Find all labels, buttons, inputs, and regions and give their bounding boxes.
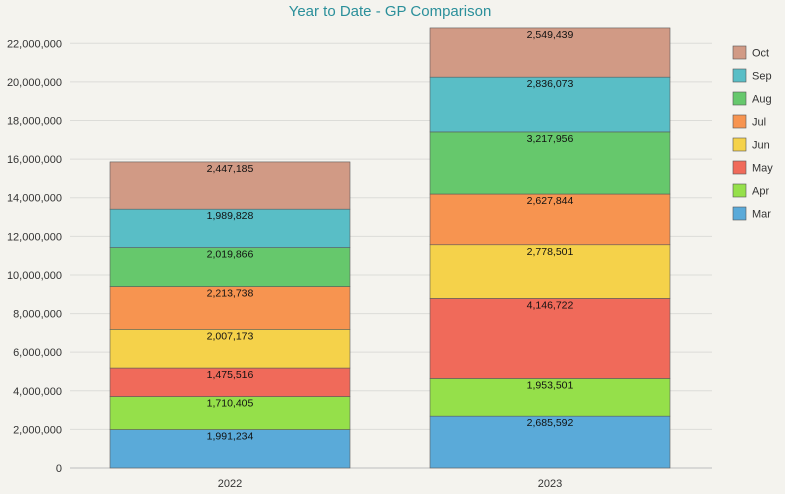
- legend-swatch: [732, 68, 747, 83]
- bar-segment-sep-2023[interactable]: [429, 76, 671, 133]
- y-tick-label: 8,000,000: [13, 309, 62, 321]
- bar-segment-sep-2022[interactable]: [109, 208, 351, 248]
- data-label: 1,710,405: [207, 398, 254, 410]
- data-label: 2,007,173: [207, 330, 254, 342]
- bars: [109, 27, 671, 469]
- bar-segment-apr-2022[interactable]: [109, 396, 351, 430]
- bar-segment-may-2023[interactable]: [429, 298, 671, 379]
- data-label: 1,991,234: [207, 431, 254, 443]
- legend-item-sep[interactable]: Sep: [732, 68, 772, 83]
- x-axis: 2022 2023: [218, 478, 562, 490]
- data-label: 2,213,738: [207, 288, 254, 300]
- bar-segment-aug-2022[interactable]: [109, 247, 351, 287]
- data-label: 3,217,956: [527, 133, 574, 145]
- bar-segment-aug-2023[interactable]: [429, 131, 671, 195]
- legend-swatch: [732, 137, 747, 152]
- legend-item-aug[interactable]: Aug: [732, 91, 772, 106]
- data-label: 2,549,439: [527, 29, 574, 41]
- data-label: 2,685,592: [527, 417, 574, 429]
- data-labels: 1,991,234 1,710,405 1,475,516 2,007,173 2,21…: [207, 29, 574, 443]
- legend-item-may[interactable]: May: [732, 160, 773, 175]
- y-tick-label: 14,000,000: [7, 193, 62, 205]
- y-tick-label: 16,000,000: [7, 154, 62, 166]
- legend-label: Oct: [752, 48, 769, 60]
- bar-segment-apr-2023[interactable]: [429, 378, 671, 417]
- bar-segment-mar-2022[interactable]: [109, 429, 351, 469]
- x-tick-label: 2022: [218, 478, 242, 490]
- bar-segment-oct-2022[interactable]: [109, 161, 351, 210]
- y-axis: 0 2,000,000 4,000,000 6,000,000 8,000,000 10,…: [7, 38, 62, 475]
- legend-item-mar[interactable]: Mar: [732, 206, 771, 221]
- data-label: 2,019,866: [207, 249, 254, 261]
- legend-swatch: [732, 160, 747, 175]
- legend-item-jun[interactable]: Jun: [732, 137, 770, 152]
- bar-segment-jul-2022[interactable]: [109, 286, 351, 330]
- legend-swatch: [732, 183, 747, 198]
- y-tick-label: 12,000,000: [7, 231, 62, 243]
- y-tick-label: 6,000,000: [13, 347, 62, 359]
- legend-label: May: [752, 163, 773, 175]
- legend-label: Apr: [752, 186, 769, 198]
- y-tick-label: 22,000,000: [7, 38, 62, 50]
- data-label: 1,989,828: [207, 210, 254, 222]
- legend-swatch: [732, 206, 747, 221]
- legend-item-jul[interactable]: Jul: [732, 114, 766, 129]
- y-tick-label: 0: [56, 463, 62, 475]
- y-tick-label: 18,000,000: [7, 116, 62, 128]
- data-label: 2,447,185: [207, 163, 254, 175]
- legend-label: Sep: [752, 71, 772, 83]
- legend-label: Mar: [752, 209, 771, 221]
- legend-label: Aug: [752, 94, 772, 106]
- y-tick-label: 2,000,000: [13, 424, 62, 436]
- data-label: 4,146,722: [527, 299, 574, 311]
- legend-label: Jun: [752, 140, 770, 152]
- x-tick-label: 2023: [538, 478, 562, 490]
- legend-item-oct[interactable]: Oct: [732, 45, 769, 60]
- data-label: 2,627,844: [527, 195, 574, 207]
- data-label: 2,778,501: [527, 246, 574, 258]
- y-tick-label: 4,000,000: [13, 386, 62, 398]
- bar-segment-jun-2023[interactable]: [429, 244, 671, 299]
- y-tick-label: 20,000,000: [7, 77, 62, 89]
- data-label: 1,475,516: [207, 369, 254, 381]
- legend-swatch: [732, 91, 747, 106]
- y-tick-label: 10,000,000: [7, 270, 62, 282]
- data-label: 2,836,073: [527, 78, 574, 90]
- chart-title: Year to Date - GP Comparison: [289, 3, 492, 20]
- legend-label: Jul: [752, 117, 766, 129]
- bar-segment-jul-2023[interactable]: [429, 193, 671, 246]
- legend-swatch: [732, 114, 747, 129]
- data-label: 1,953,501: [527, 379, 574, 391]
- legend[interactable]: Oct Sep Aug Jul Jun May Apr Mar: [732, 45, 773, 221]
- legend-item-apr[interactable]: Apr: [732, 183, 769, 198]
- bar-segment-oct-2023[interactable]: [429, 27, 671, 78]
- legend-swatch: [732, 45, 747, 60]
